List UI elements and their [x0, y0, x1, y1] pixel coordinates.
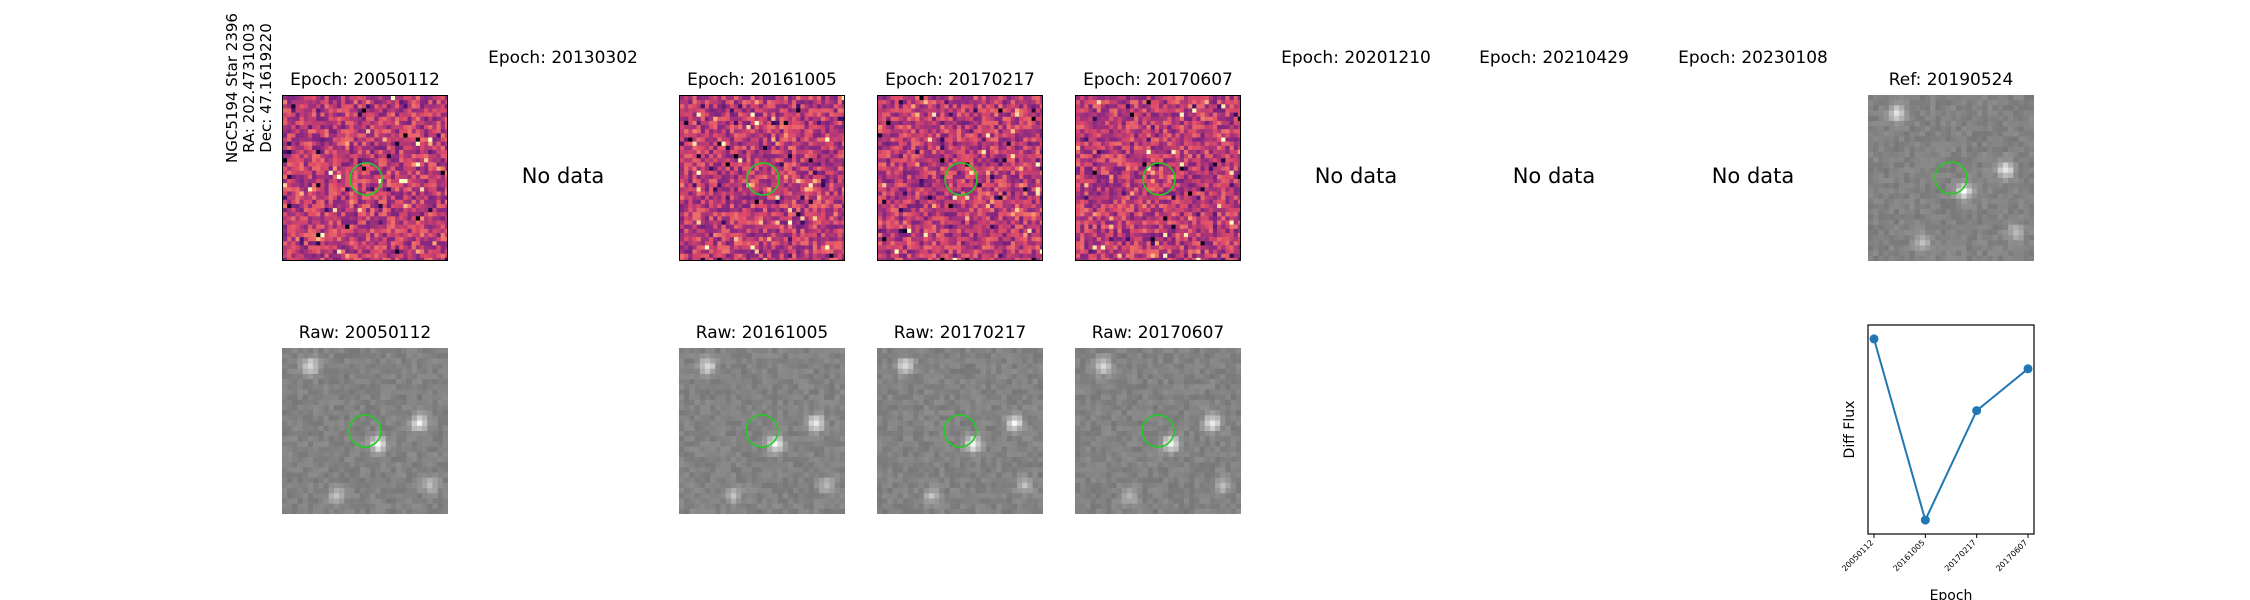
no-data-20210429: No data	[1512, 164, 1596, 188]
panel-title-epoch-20161005: Epoch: 20161005	[687, 70, 837, 90]
grayscale-image-pixels	[877, 348, 1043, 514]
panel-title-epoch-20130302: Epoch: 20130302	[488, 48, 638, 68]
x-tick-label: 20170217	[1943, 538, 1978, 573]
star-ra: RA: 202.4731003	[240, 23, 258, 153]
data-point	[1920, 515, 1930, 525]
no-data-20230108: No data	[1711, 164, 1795, 188]
no-data-20130302: No data	[521, 164, 605, 188]
difference-image-pixels	[1076, 96, 1240, 260]
raw-image-20161005	[679, 348, 845, 514]
x-tick-label: 20050112	[1840, 538, 1875, 573]
target-marker-circle	[1142, 162, 1176, 196]
target-marker-circle	[745, 414, 779, 448]
panel-title-epoch-20050112: Epoch: 20050112	[290, 70, 440, 90]
target-marker-circle	[943, 414, 977, 448]
target-marker-circle	[348, 414, 382, 448]
target-marker-circle	[349, 162, 383, 196]
raw-image-20050112	[282, 348, 448, 514]
diff-image-20170217	[877, 95, 1043, 261]
star-info-label: NGC5194 Star 2396 RA: 202.4731003 Dec: 4…	[223, 3, 275, 173]
data-point	[2023, 364, 2033, 374]
diff-image-20170607	[1075, 95, 1241, 261]
plot-axes-frame	[1867, 324, 2035, 535]
grayscale-image-pixels	[679, 348, 845, 514]
x-tick-label: 20170607	[1994, 538, 2029, 573]
panel-title-epoch-20210429: Epoch: 20210429	[1479, 48, 1629, 68]
diff-flux-series-line	[1873, 338, 2029, 523]
raw-image-20170607	[1075, 348, 1241, 514]
diff-flux-light-curve: 20050112 20161005 20170217 20170607 Epoch Dif…	[1840, 324, 2035, 600]
target-marker-circle	[746, 162, 780, 196]
panel-title-raw-20161005: Raw: 20161005	[695, 323, 829, 343]
panel-title-raw-20170607: Raw: 20170607	[1091, 323, 1225, 343]
grayscale-image-pixels	[282, 348, 448, 514]
x-axis-label: Epoch	[1930, 588, 1973, 600]
raw-image-20170217	[877, 348, 1043, 514]
diff-image-20161005	[679, 95, 845, 261]
diff-image-20050112	[282, 95, 448, 261]
difference-image-pixels	[878, 96, 1042, 260]
grayscale-image-pixels	[1075, 348, 1241, 514]
star-dec: Dec: 47.1619220	[257, 23, 275, 153]
panel-title-epoch-20170607: Epoch: 20170607	[1083, 70, 1233, 90]
panel-title-epoch-20230108: Epoch: 20230108	[1678, 48, 1828, 68]
data-point	[1869, 334, 1879, 344]
star-name: NGC5194 Star 2396	[223, 13, 241, 163]
panel-title-epoch-20201210: Epoch: 20201210	[1281, 48, 1431, 68]
panel-title-raw-20170217: Raw: 20170217	[893, 323, 1027, 343]
difference-image-pixels	[680, 96, 844, 260]
data-point	[1972, 406, 1982, 416]
no-data-20201210: No data	[1314, 164, 1398, 188]
target-marker-circle	[1141, 414, 1175, 448]
target-marker-circle	[1934, 161, 1968, 195]
panel-title-epoch-20170217: Epoch: 20170217	[885, 70, 1035, 90]
panel-title-raw-20050112: Raw: 20050112	[298, 323, 432, 343]
ref-image-20190524	[1868, 95, 2034, 261]
grayscale-image-pixels	[1868, 95, 2034, 261]
difference-image-pixels	[283, 96, 447, 260]
panel-title-ref-20190524: Ref: 20190524	[1888, 70, 2014, 90]
y-axis-label: Diff Flux	[1842, 401, 1858, 459]
x-tick-label: 20161005	[1892, 538, 1927, 573]
target-marker-circle	[944, 162, 978, 196]
